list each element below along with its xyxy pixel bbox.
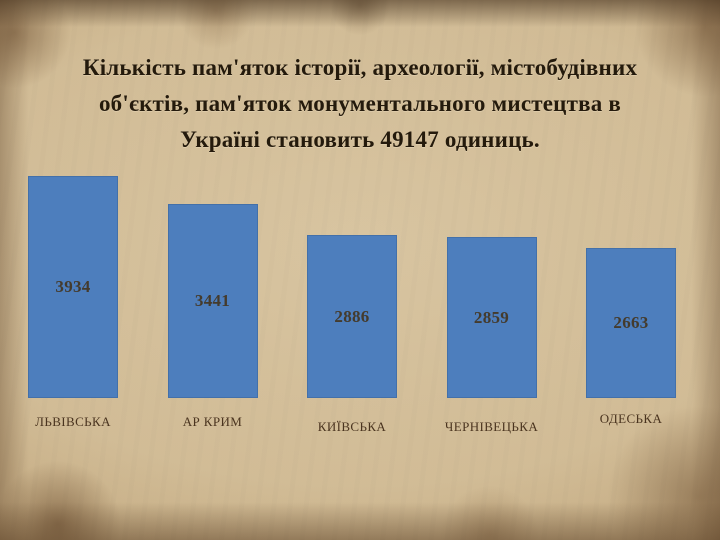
bar-group-lvivska: 3934 ЛЬВІВСЬКА [28,176,118,430]
bar-value-label: 3441 [194,291,231,310]
bar-category-label: ОДЕСЬКА [599,411,663,426]
slide-title-line-1: Кількість пам'яток історії, археології, … [82,55,638,80]
bar-lvivska: 3934 [28,176,118,398]
bar-group-kyivska: 2886 КИЇВСЬКА [307,235,397,434]
slide-title: Кількість пам'яток історії, археології, … [30,50,690,158]
bar-group-ar-krym: 3441 АР КРИМ [167,204,258,430]
bar-ar-krym: 3441 [167,204,258,398]
bar-kyivska: 2886 [307,235,397,398]
bar-chernivetska: 2859 [446,237,537,398]
slide-title-line-3: Україні становить 49147 одиниць. [180,127,540,152]
bar-category-label: ЧЕРНІВЕЦЬКА [444,419,539,434]
bar-value-label: 2859 [473,307,510,327]
bar-category-label: КИЇВСЬКА [317,419,387,434]
bar-category-label: АР КРИМ [182,414,243,429]
bar-odeska: 2663 [586,248,676,398]
slide-title-line-2: об'єктів, пам'яток монументального мисте… [98,91,622,116]
bar-group-odeska: 2663 ОДЕСЬКА [586,248,676,430]
bar-value-label: 3934 [55,277,91,296]
bar-value-label: 2663 [613,313,649,332]
bar-chart: 3934 ЛЬВІВСЬКА 3441 АР КРИМ 2886 КИЇВСЬК… [28,176,676,434]
bar-category-label: ЛЬВІВСЬКА [35,414,111,429]
bar-group-chernivetska: 2859 ЧЕРНІВЕЦЬКА [445,237,538,434]
bar-value-label: 2886 [334,306,370,326]
